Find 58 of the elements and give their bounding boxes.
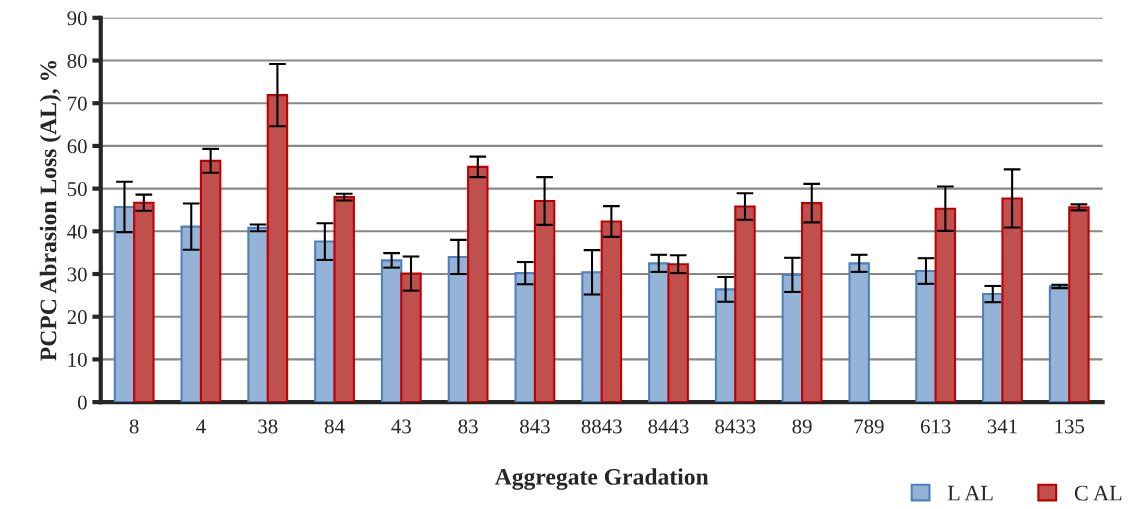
bar	[801, 202, 823, 403]
y-axis-title: PCPC Abrasion Loss (AL), %	[39, 60, 62, 361]
x-axis-title: Aggregate Gradation	[494, 468, 709, 490]
x-tick-label: 38	[258, 419, 278, 434]
bar	[982, 293, 1004, 403]
bar	[199, 159, 222, 403]
bar	[314, 240, 336, 403]
x-tick-label: 43	[391, 419, 411, 434]
x-tick-label: 8433	[715, 419, 756, 434]
x-tick-label: 4	[196, 419, 206, 434]
x-tick-label: 84	[324, 419, 345, 434]
y-tick-label: 30	[67, 267, 87, 282]
x-tick-label: 83	[458, 419, 478, 434]
bar	[514, 272, 536, 403]
y-tick-label: 40	[67, 224, 87, 239]
bar	[180, 225, 202, 403]
bar	[133, 201, 155, 403]
bar	[467, 165, 489, 403]
bar	[447, 255, 470, 403]
bar	[600, 220, 623, 403]
y-tick-label: 10	[68, 352, 87, 367]
y-tick-label: 20	[67, 310, 87, 325]
y-tick-label: 60	[67, 139, 87, 154]
legend-label: L AL	[947, 485, 993, 501]
bar	[1001, 197, 1023, 403]
bar	[934, 207, 957, 403]
x-tick-label: 789	[854, 419, 884, 434]
bar	[848, 262, 870, 403]
bar	[714, 288, 737, 403]
x-tick-label: 613	[920, 419, 951, 434]
bar	[781, 273, 804, 403]
bar	[667, 263, 689, 403]
bar	[533, 199, 556, 403]
legend-label: C AL	[1074, 485, 1122, 501]
bar	[1068, 206, 1090, 403]
bar	[333, 196, 355, 403]
x-tick-label: 8	[129, 419, 139, 434]
y-tick-label: 80	[67, 53, 87, 68]
y-tick-label: 70	[68, 96, 87, 111]
bar	[400, 272, 422, 403]
bar	[266, 94, 289, 403]
bar	[247, 226, 269, 403]
y-tick-label: 50	[67, 181, 87, 197]
x-tick-label: 341	[987, 419, 1017, 434]
x-tick-label: 843	[520, 419, 550, 434]
y-tick-label: 90	[67, 11, 87, 26]
x-tick-label: 8843	[581, 419, 622, 434]
bar	[1048, 285, 1071, 403]
bar	[380, 259, 403, 403]
bar	[581, 271, 603, 403]
bar	[915, 269, 937, 403]
bar	[734, 205, 756, 403]
bar	[648, 262, 670, 403]
x-tick-label: 89	[792, 419, 812, 434]
y-tick-label: 0	[77, 395, 87, 410]
x-tick-label: 135	[1055, 419, 1085, 434]
x-tick-label: 8443	[648, 419, 689, 434]
bar	[113, 205, 136, 403]
